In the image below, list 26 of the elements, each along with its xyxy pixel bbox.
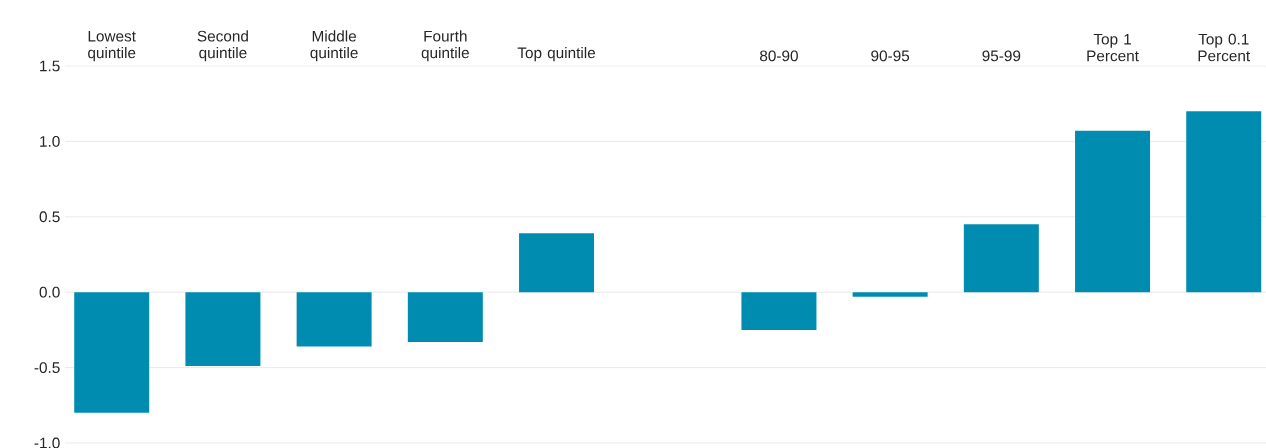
bar [74,292,150,413]
x-tick-label: Top 1 Percent [1087,33,1139,62]
bar [519,233,595,293]
y-tick-label: 1.5 [40,60,60,72]
bar [185,292,261,367]
y-tick-label: -1.0 [34,437,60,448]
x-tick-label: Middle quintile [310,30,358,62]
x-tick-label: Top quintile [517,46,596,62]
y-tick-label: -0.5 [34,362,60,374]
y-tick-label: 0.5 [39,211,60,223]
y-tick-label: 0.0 [39,286,60,298]
x-tick-label: Second quintile [197,30,248,62]
bar [963,224,1039,293]
bar [852,292,928,297]
bar [1186,111,1262,293]
bar [296,292,372,347]
x-tick-label: Fourth quintile [421,30,469,62]
bar [407,292,483,342]
x-tick-label: Top 0.1 Percent [1198,33,1251,62]
bar [741,292,817,330]
y-tick-label: 1.0 [40,135,60,147]
x-tick-label: 95-99 [982,50,1021,62]
x-tick-label: Lowest quintile [88,30,136,62]
x-tick-label: 80-90 [760,50,798,62]
bar [1075,130,1151,293]
x-tick-label: 90-95 [871,50,910,62]
